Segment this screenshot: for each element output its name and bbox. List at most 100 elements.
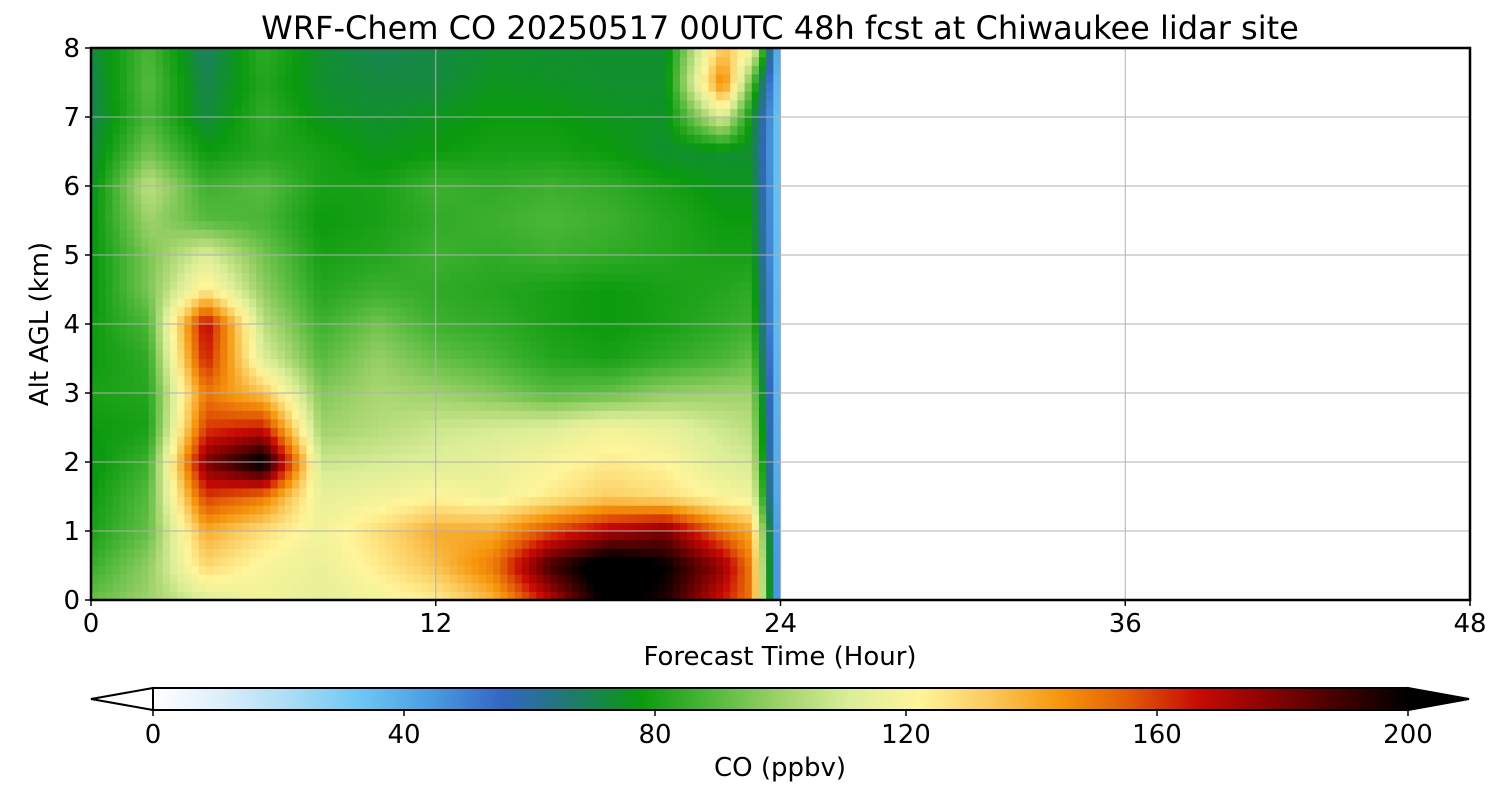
heatmap-cell [134, 246, 142, 256]
heatmap-cell [198, 117, 207, 127]
heatmap-cell [464, 168, 473, 178]
heatmap-cell [486, 341, 494, 351]
heatmap-cell [148, 505, 157, 515]
heatmap-cell [622, 289, 631, 299]
heatmap-cell [636, 255, 645, 265]
heatmap-cell [629, 401, 638, 411]
heatmap-cell [450, 289, 458, 299]
heatmap-cell [471, 194, 480, 204]
heatmap-cell [105, 462, 114, 472]
heatmap-cell [184, 168, 193, 178]
heatmap-cell [148, 203, 157, 213]
heatmap-cell [184, 298, 193, 308]
heatmap-cell [256, 48, 264, 58]
heatmap-cell [622, 332, 631, 342]
heatmap-cell [213, 168, 221, 178]
heatmap-cell [579, 444, 588, 454]
heatmap-cell [313, 324, 322, 334]
heatmap-cell [91, 263, 99, 273]
heatmap-cell [593, 582, 602, 592]
heatmap-cell [119, 539, 128, 549]
heatmap-cell [91, 73, 99, 84]
heatmap-cell [450, 332, 458, 342]
heatmap-cell [328, 306, 336, 316]
heatmap-cell [119, 73, 128, 84]
heatmap-cell [593, 255, 602, 265]
heatmap-cell [134, 548, 142, 558]
heatmap-cell [421, 393, 430, 403]
heatmap-cell [270, 401, 279, 411]
heatmap-cell [119, 479, 128, 489]
heatmap-cell [608, 324, 616, 334]
heatmap-cell [328, 272, 336, 282]
heatmap-cell [155, 324, 164, 334]
heatmap-cell [507, 324, 516, 334]
heatmap-cell [356, 48, 365, 58]
heatmap-cell [507, 341, 516, 351]
heatmap-cell [292, 289, 300, 299]
heatmap-cell [256, 263, 264, 273]
heatmap-cell [191, 531, 200, 541]
heatmap-cell [428, 427, 437, 437]
heatmap-cell [450, 401, 458, 411]
heatmap-cell [292, 427, 300, 437]
heatmap-cell [356, 91, 365, 101]
heatmap-cell [500, 582, 509, 592]
heatmap-cell [119, 306, 128, 316]
heatmap-cell [600, 151, 609, 161]
heatmap-cell [615, 522, 624, 532]
heatmap-cell [407, 117, 415, 127]
heatmap-cell [392, 125, 401, 135]
heatmap-cell [155, 479, 164, 489]
heatmap-cell [191, 453, 200, 463]
heatmap-cell [450, 117, 458, 127]
heatmap-cell [162, 470, 171, 480]
heatmap-cell [349, 108, 358, 118]
heatmap-cell [126, 410, 135, 420]
heatmap-cell [486, 462, 494, 472]
heatmap-cell [586, 151, 595, 161]
heatmap-cell [213, 125, 221, 135]
heatmap-cell [378, 73, 387, 84]
heatmap-cell [636, 324, 645, 334]
heatmap-cell [306, 142, 315, 153]
heatmap-cell [249, 470, 257, 480]
heatmap-cell [579, 505, 588, 515]
heatmap-cell [241, 574, 250, 584]
heatmap-cell [493, 73, 501, 84]
heatmap-cell [500, 410, 509, 420]
heatmap-cell [105, 479, 114, 489]
heatmap-cell [227, 384, 236, 394]
heatmap-cell [392, 591, 401, 600]
heatmap-cell [486, 487, 494, 498]
heatmap-cell [356, 229, 365, 239]
heatmap-cell [256, 298, 264, 308]
heatmap-cell [256, 462, 264, 472]
heatmap-cell [565, 384, 573, 394]
heatmap-cell [414, 298, 422, 308]
heatmap-cell [306, 108, 315, 118]
heatmap-cell [615, 479, 624, 489]
heatmap-cell [162, 505, 171, 515]
heatmap-cell [471, 470, 480, 480]
heatmap-cell [385, 531, 394, 541]
heatmap-cell [134, 315, 142, 325]
heatmap-cell [91, 298, 99, 308]
heatmap-cell [284, 315, 293, 325]
heatmap-cell [629, 332, 638, 342]
heatmap-cell [328, 246, 336, 256]
heatmap-cell [543, 496, 552, 506]
heatmap-cell [306, 505, 315, 515]
heatmap-cell [435, 134, 444, 144]
heatmap-cell [320, 487, 329, 498]
heatmap-cell [363, 453, 372, 463]
heatmap-cell [486, 298, 494, 308]
heatmap-cell [277, 332, 286, 342]
heatmap-cell [148, 117, 157, 127]
heatmap-cell [220, 384, 229, 394]
heatmap-cell [177, 280, 185, 291]
heatmap-cell [342, 229, 351, 239]
heatmap-cell [471, 315, 480, 325]
heatmap-cell [385, 48, 394, 58]
heatmap-cell [428, 565, 437, 575]
